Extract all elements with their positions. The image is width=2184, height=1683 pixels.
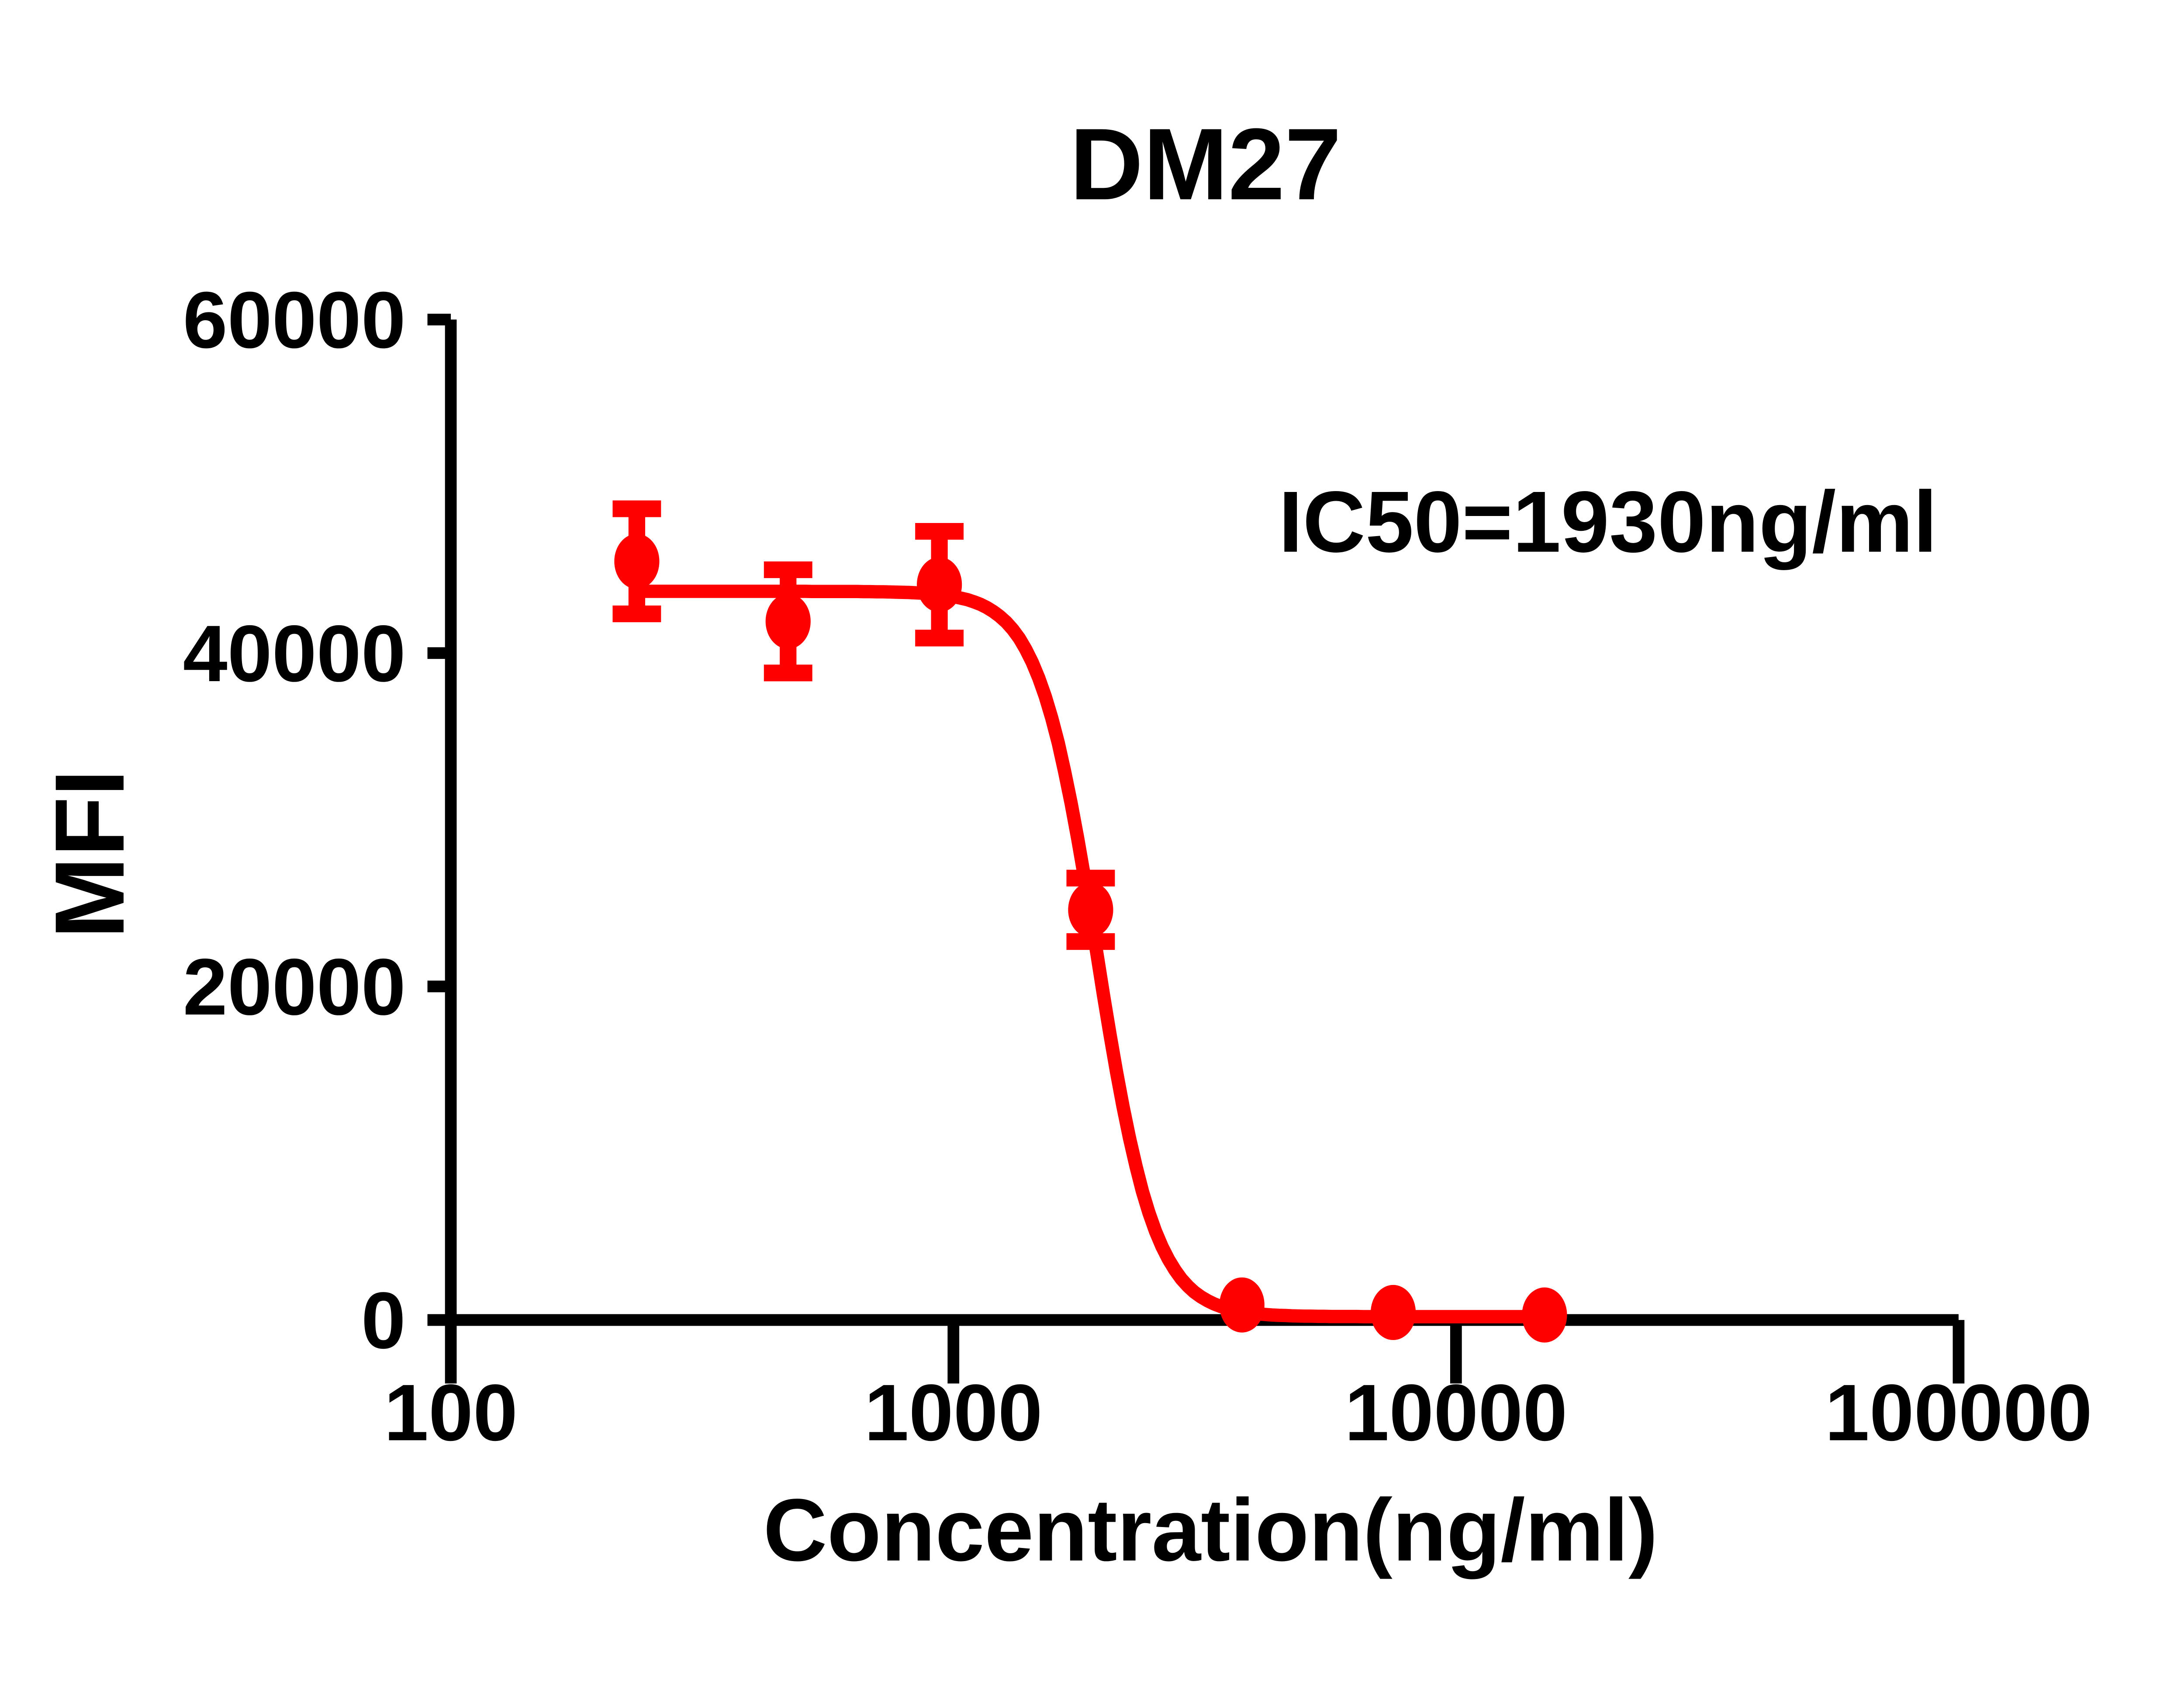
y-tick-label: 40000 bbox=[183, 609, 406, 698]
axis-spine bbox=[445, 319, 1959, 1326]
data-point-marker bbox=[1522, 1287, 1567, 1343]
axes: 0 20000 40000 60000 100 1000 10000 100000 bbox=[183, 275, 2092, 1458]
x-tick-label: 10000 bbox=[1344, 1368, 1567, 1457]
y-tick-label: 60000 bbox=[183, 275, 406, 365]
y-tick-label: 20000 bbox=[183, 942, 406, 1032]
series-dm27 bbox=[612, 500, 1567, 1343]
y-axis-label: MFI bbox=[35, 769, 145, 939]
data-point-marker bbox=[1068, 882, 1113, 938]
x-tick-label: 100 bbox=[384, 1368, 518, 1457]
data-point-marker bbox=[765, 594, 811, 649]
data-point-marker bbox=[614, 533, 660, 589]
data-point-marker bbox=[917, 557, 962, 613]
ic50-annotation: IC50=1930ng/ml bbox=[1279, 474, 1937, 571]
x-tick-label: 100000 bbox=[1825, 1368, 2092, 1457]
chart-title: DM27 bbox=[1070, 107, 1341, 221]
y-tick-label: 0 bbox=[361, 1275, 406, 1365]
data-point-marker bbox=[1219, 1277, 1265, 1333]
x-tick-label: 1000 bbox=[864, 1368, 1043, 1457]
fit-curve bbox=[630, 585, 1552, 1323]
data-point-marker bbox=[1370, 1285, 1416, 1340]
x-axis-label: Concentration(ng/ml) bbox=[763, 1481, 1658, 1579]
